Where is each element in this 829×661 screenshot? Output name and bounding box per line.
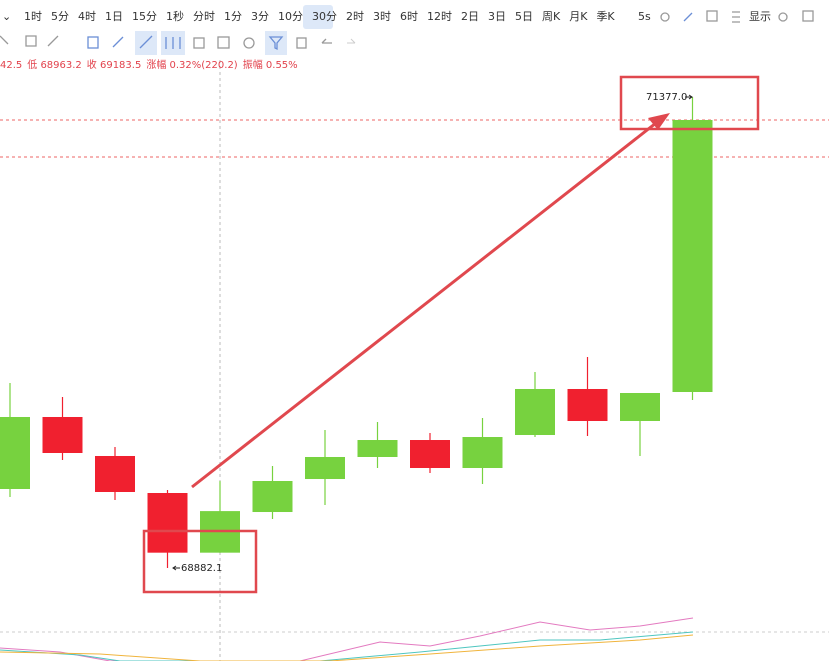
candle-body xyxy=(95,455,135,492)
interval-button[interactable]: 3日 xyxy=(488,10,506,23)
interval-button[interactable]: 分时 xyxy=(193,10,215,23)
dropdown-caret[interactable]: ⌄ xyxy=(2,10,11,23)
candle-body xyxy=(515,388,555,436)
interval-button[interactable]: 3时 xyxy=(373,10,391,23)
low-label: 68882.1 xyxy=(181,563,222,574)
interval-button[interactable]: 3分 xyxy=(251,10,269,23)
interval-button[interactable]: 30分 xyxy=(312,10,337,23)
active-interval xyxy=(303,5,333,29)
candle-body xyxy=(305,456,345,480)
ohlc-info: 振幅 0.55% xyxy=(243,58,298,71)
ohlc-info: 涨幅 0.32%(220.2) xyxy=(146,58,237,71)
high-arrow xyxy=(685,94,693,100)
candle-body xyxy=(620,392,660,421)
interval-button[interactable]: 1秒 xyxy=(166,9,184,23)
refresh-rate[interactable]: 5s xyxy=(638,10,651,23)
interval-button[interactable]: 5日 xyxy=(515,10,533,23)
toolbar-icons xyxy=(0,10,814,55)
candle-body xyxy=(252,480,293,513)
indicator xyxy=(0,617,694,661)
interval-button[interactable]: 15分 xyxy=(132,10,157,23)
ohlc-info: 42.5 xyxy=(0,60,22,71)
interval-button[interactable]: 10分 xyxy=(278,10,303,23)
interval-button[interactable]: 1时 xyxy=(24,10,42,23)
interval-button[interactable]: 2时 xyxy=(346,10,364,23)
interval-button[interactable]: 周K xyxy=(542,10,561,23)
high-label: 71377.0 xyxy=(646,92,687,103)
interval-button[interactable]: 12时 xyxy=(427,10,452,23)
candle-body xyxy=(147,492,188,553)
interval-button[interactable]: 2日 xyxy=(461,10,479,23)
candle-body xyxy=(672,119,713,392)
candle-body xyxy=(0,416,30,489)
interval-button[interactable]: 5分 xyxy=(51,10,69,23)
interval-button[interactable]: 月K xyxy=(569,10,588,23)
low-arrow xyxy=(172,565,180,571)
annotation-overlay xyxy=(142,75,760,594)
candle-body xyxy=(42,416,83,453)
interval-button[interactable]: 6时 xyxy=(400,10,418,23)
display-button[interactable]: 显示 xyxy=(749,10,771,23)
interval-button[interactable]: 1分 xyxy=(224,10,242,23)
candle-body xyxy=(410,440,450,469)
candle-body xyxy=(567,388,608,421)
candle-body xyxy=(357,440,398,457)
ohlc-info: 收 69183.5 xyxy=(87,58,142,71)
ohlc-info: 低 68963.2 xyxy=(27,58,82,71)
interval-button[interactable]: 季K xyxy=(596,10,615,23)
interval-button[interactable]: 4时 xyxy=(78,10,96,23)
candle-body xyxy=(462,437,503,469)
interval-button[interactable]: 1日 xyxy=(105,10,123,23)
